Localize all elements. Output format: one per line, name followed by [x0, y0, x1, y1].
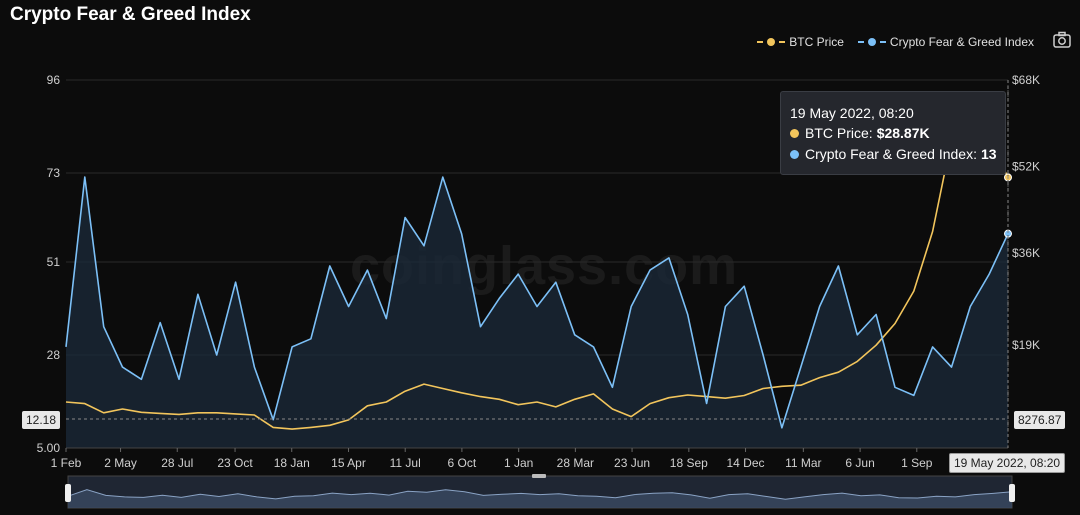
x-tick-label: 23 Jun [614, 456, 650, 470]
y-axis-left: 96 73 51 28 5.00 [37, 73, 61, 455]
y-right-tick-label: $52K [1012, 160, 1040, 174]
crosshair-right-value: 8276.87 [1014, 411, 1066, 429]
navigator-handle-right[interactable] [1009, 484, 1015, 502]
tooltip-fgi-row: Crypto Fear & Greed Index: 13 [790, 146, 997, 162]
range-navigator [65, 474, 1015, 509]
legend-item-btc-price[interactable]: BTC Price [757, 35, 844, 49]
btc-price-line [65, 133, 1009, 430]
x-tick-label: 2 May [104, 456, 137, 470]
x-tick-label: 1 Feb [51, 456, 82, 470]
fear-greed-area [66, 177, 1008, 448]
y-left-tick-label: 51 [47, 255, 61, 269]
y-axis-right: $68K $52K $36K $19K [1007, 73, 1040, 448]
legend-dot-icon [867, 38, 876, 46]
x-tick-label: 23 Oct [217, 456, 253, 470]
camera-icon[interactable] [1052, 30, 1072, 50]
navigator-area [68, 489, 1012, 508]
x-tick-label: 6 Oct [448, 456, 477, 470]
y-left-tick-label: 28 [47, 348, 61, 362]
navigator-grip-icon[interactable] [532, 474, 546, 478]
x-tick-label: 28 Mar [557, 456, 594, 470]
tooltip-fgi-label: Crypto Fear & Greed Index: [805, 146, 977, 162]
tooltip-btc-row: BTC Price: $28.87K [790, 125, 930, 141]
x-tick-label: 11 Jul [390, 456, 421, 470]
y-left-tick-label: 96 [47, 73, 61, 87]
crosshair-left-value: 12.18 [22, 411, 61, 429]
tooltip-btc-value: $28.87K [876, 125, 930, 141]
x-tick-label: 18 Sep [670, 456, 708, 470]
y-right-tick-label: $68K [1012, 73, 1040, 87]
tooltip-btc-label: BTC Price: [805, 125, 873, 141]
legend-label-btc-price: BTC Price [789, 35, 844, 49]
x-tick-label: 11 Mar [785, 456, 821, 470]
legend-line-icon [879, 41, 886, 43]
tooltip: 19 May 2022, 08:20 BTC Price: $28.87K Cr… [780, 91, 1006, 175]
crosshair [66, 80, 1009, 448]
page-title: Crypto Fear & Greed Index [10, 4, 251, 25]
navigator-handle-left[interactable] [65, 484, 71, 502]
legend-label-fear-greed: Crypto Fear & Greed Index [889, 35, 1034, 49]
x-tick-label: 14 Dec [727, 456, 765, 470]
x-tick-label: 1 Jan [504, 456, 533, 470]
y-left-tick-label: 5.00 [37, 441, 61, 455]
legend: BTC Price Crypto Fear & Greed Index [757, 35, 1034, 49]
crosshair-date-label: 19 May 2022, 08:20 [949, 453, 1066, 473]
navigator-line [67, 489, 1013, 500]
legend-line-icon [857, 41, 864, 43]
tooltip-fgi-value: 13 [980, 146, 997, 162]
x-tick-label: 15 Apr [331, 456, 366, 470]
legend-line-icon [757, 41, 764, 43]
x-tick-label: 28 Jul [161, 456, 193, 470]
legend-dot-icon [767, 38, 776, 46]
x-tick-label: 1 Sep [901, 456, 933, 470]
fgi-bullet-icon [790, 149, 799, 159]
legend-item-fear-greed[interactable]: Crypto Fear & Greed Index [857, 35, 1034, 49]
x-tick-label: 18 Jan [274, 456, 310, 470]
tooltip-date: 19 May 2022, 08:20 [790, 105, 914, 121]
fear-greed-line [65, 176, 1009, 429]
x-axis: 1 Feb 2 May 28 Jul 23 Oct 18 Jan 15 Apr 11 Jul… [51, 447, 1008, 470]
x-tick-label: 6 Jun [845, 456, 874, 470]
series-areas [66, 177, 1008, 448]
legend-line-icon [779, 41, 786, 43]
y-right-tick-label: $19K [1012, 338, 1040, 352]
btc-bullet-icon [790, 128, 799, 138]
y-left-tick-label: 73 [47, 166, 61, 180]
y-right-tick-label: $36K [1012, 246, 1040, 260]
